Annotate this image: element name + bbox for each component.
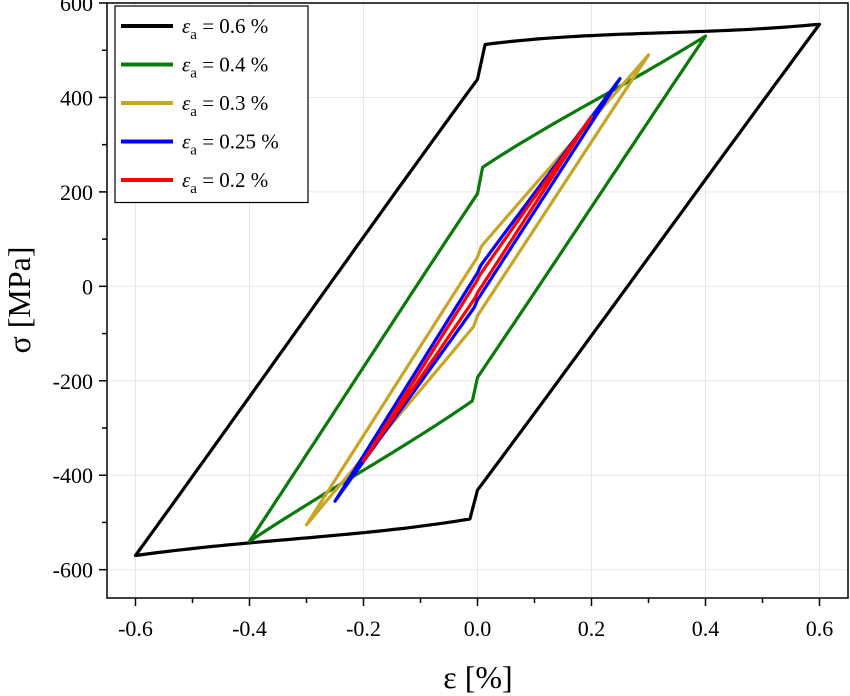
legend-symbol: ε	[182, 168, 191, 192]
legend-label: εa = 0.4 %	[182, 53, 268, 82]
x-tick-label: 0.2	[578, 616, 606, 641]
x-tick-label: 0.6	[806, 616, 834, 641]
y-tick-labels: -600 -400 -200 0 200 400 600	[53, 0, 93, 583]
legend-subscript: a	[190, 66, 197, 82]
x-tick-label: -0.2	[346, 616, 381, 641]
y-axis-title: σ [MPa]	[1, 246, 37, 353]
x-axis-title: ε [%]	[443, 659, 512, 695]
legend-value: = 0.4 %	[197, 53, 268, 77]
x-tick-label: 0.0	[464, 616, 492, 641]
x-tick-label: -0.6	[118, 616, 153, 641]
hysteresis-loop-3	[333, 77, 622, 503]
y-tick-label: 200	[60, 180, 93, 205]
legend-subscript: a	[190, 27, 197, 43]
y-tick-label: 600	[60, 0, 93, 16]
legend-label: εa = 0.3 %	[182, 91, 268, 120]
hysteresis-loop-1	[247, 34, 708, 543]
x-tick-labels: -0.6 -0.4 -0.2 0.0 0.2 0.4 0.6	[118, 616, 833, 641]
legend: εa = 0.6 %εa = 0.4 %εa = 0.3 %εa = 0.25 …	[114, 5, 309, 204]
hysteresis-loops	[133, 22, 822, 558]
legend-subscript: a	[190, 104, 197, 120]
y-tick-label: -200	[53, 369, 93, 394]
legend-symbol: ε	[182, 53, 191, 77]
x-tick-label: 0.4	[692, 616, 720, 641]
legend-subscript: a	[190, 181, 197, 197]
y-tick-label: -400	[53, 463, 93, 488]
legend-symbol: ε	[182, 130, 191, 154]
legend-subscript: a	[190, 143, 197, 159]
legend-value: = 0.6 %	[197, 14, 268, 38]
legend-symbol: ε	[182, 14, 191, 38]
legend-label: εa = 0.6 %	[182, 14, 268, 43]
hysteresis-loop-0	[133, 22, 822, 558]
legend-value: = 0.25 %	[197, 130, 279, 154]
legend-value: = 0.2 %	[197, 168, 268, 192]
hysteresis-loop-2	[304, 53, 651, 527]
hysteresis-loop-4	[361, 114, 594, 463]
axis-ticks	[99, 2, 821, 606]
legend-symbol: ε	[182, 91, 191, 115]
y-tick-label: 0	[82, 274, 93, 299]
x-tick-label: -0.4	[232, 616, 267, 641]
y-tick-label: -600	[53, 558, 93, 583]
legend-value: = 0.3 %	[197, 91, 268, 115]
legend-label: εa = 0.2 %	[182, 168, 268, 197]
legend-label: εa = 0.25 %	[182, 130, 279, 159]
y-tick-label: 400	[60, 85, 93, 110]
